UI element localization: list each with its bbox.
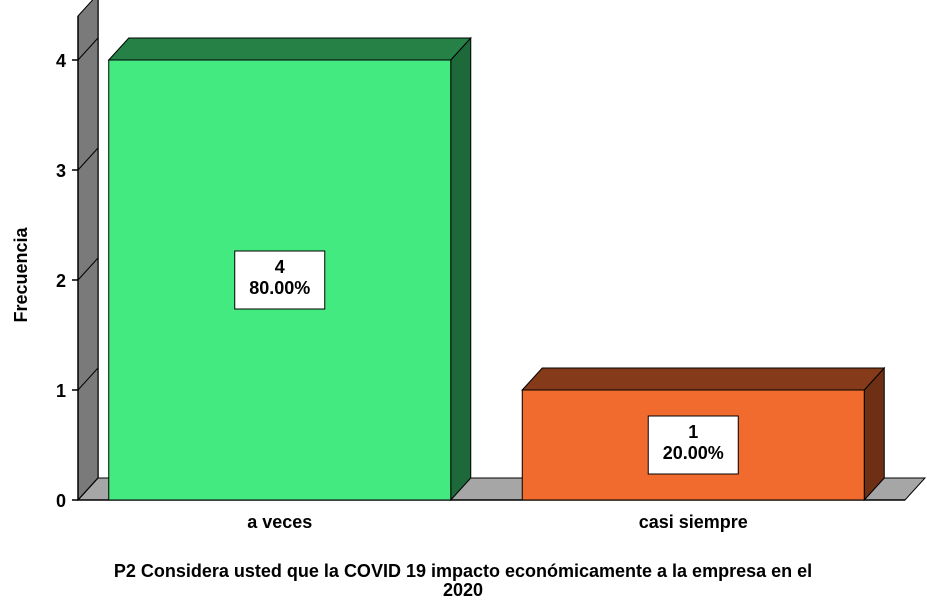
bar-top (521, 367, 886, 391)
x-axis-label: P2 Considera usted que la COVID 19 impac… (113, 561, 813, 600)
data-label-box (234, 250, 326, 310)
x-tick-label: casi siempre (639, 512, 748, 532)
y-tick-label: 2 (56, 271, 66, 291)
wall-tick (77, 257, 99, 281)
data-label-count: 4 (275, 257, 285, 277)
bar-top (107, 37, 472, 61)
y-tick-label: 1 (56, 381, 66, 401)
data-label-percent: 20.00% (663, 443, 724, 463)
x-tick-label: a veces (247, 512, 312, 532)
y-axis-label: Frecuencia (11, 226, 31, 322)
y-tick-label: 4 (56, 51, 66, 71)
data-label-count: 1 (688, 422, 698, 442)
y-tick-label: 3 (56, 161, 66, 181)
bar-side (863, 366, 885, 502)
data-label-box (647, 415, 739, 475)
left-wall (77, 0, 99, 502)
wall-tick (77, 37, 99, 61)
wall-tick (77, 367, 99, 391)
wall-tick (77, 147, 99, 171)
bar-side (450, 36, 472, 502)
wall-tick (77, 477, 99, 501)
y-tick-label: 0 (56, 491, 66, 511)
data-label-percent: 80.00% (249, 278, 310, 298)
